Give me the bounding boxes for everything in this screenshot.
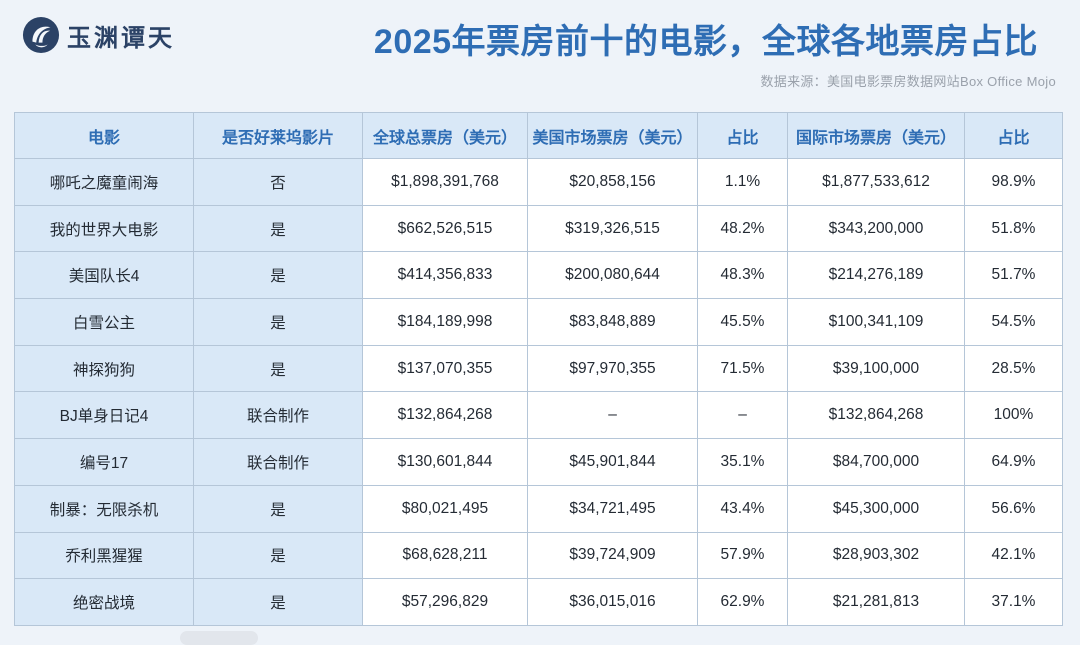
us-share-cell: 62.9% — [697, 578, 788, 626]
movie-name-cell: 乔利黑猩猩 — [14, 531, 194, 580]
global-gross-cell: $130,601,844 — [362, 438, 528, 486]
table-row: 制暴：无限杀机 是 $80,021,495 $34,721,495 43.4% … — [14, 484, 1063, 533]
movie-name-cell: 白雪公主 — [14, 298, 194, 346]
movie-name-cell: 编号17 — [14, 438, 194, 486]
us-gross-cell: $200,080,644 — [527, 251, 698, 300]
us-gross-cell: $34,721,495 — [527, 484, 698, 533]
logo: 玉渊谭天 — [22, 16, 175, 54]
col-header-hollywood: 是否好莱坞影片 — [193, 112, 363, 159]
us-share-cell: – — [697, 391, 788, 440]
intl-gross-cell: $132,864,268 — [787, 391, 965, 440]
us-share-cell: 43.4% — [697, 484, 788, 533]
hollywood-cell: 联合制作 — [193, 391, 363, 440]
intl-share-cell: 98.9% — [964, 158, 1063, 206]
table-row: BJ单身日记4 联合制作 $132,864,268 – – $132,864,2… — [14, 391, 1063, 440]
intl-gross-cell: $100,341,109 — [787, 298, 965, 346]
intl-share-cell: 37.1% — [964, 578, 1063, 626]
table-row: 哪吒之魔童闹海 否 $1,898,391,768 $20,858,156 1.1… — [14, 158, 1063, 206]
global-gross-cell: $137,070,355 — [362, 344, 528, 393]
intl-share-cell: 64.9% — [964, 438, 1063, 486]
global-gross-cell: $57,296,829 — [362, 578, 528, 626]
us-share-cell: 1.1% — [697, 158, 788, 206]
movie-name-cell: 我的世界大电影 — [14, 204, 194, 253]
hollywood-cell: 是 — [193, 531, 363, 580]
intl-gross-cell: $84,700,000 — [787, 438, 965, 486]
us-share-cell: 35.1% — [697, 438, 788, 486]
global-gross-cell: $662,526,515 — [362, 204, 528, 253]
hollywood-cell: 是 — [193, 298, 363, 346]
hollywood-cell: 是 — [193, 344, 363, 393]
movie-name-cell: 哪吒之魔童闹海 — [14, 158, 194, 206]
intl-gross-cell: $21,281,813 — [787, 578, 965, 626]
data-source-note: 数据来源：美国电影票房数据网站Box Office Mojo — [760, 74, 1056, 89]
us-share-cell: 45.5% — [697, 298, 788, 346]
movie-name-cell: 制暴：无限杀机 — [14, 484, 194, 533]
logo-text: 玉渊谭天 — [67, 25, 175, 52]
table-row: 乔利黑猩猩 是 $68,628,211 $39,724,909 57.9% $2… — [14, 531, 1063, 580]
us-share-cell: 48.2% — [697, 204, 788, 253]
table-row: 编号17 联合制作 $130,601,844 $45,901,844 35.1%… — [14, 438, 1063, 486]
hollywood-cell: 是 — [193, 251, 363, 300]
bottom-cropped-pill — [180, 631, 258, 645]
global-gross-cell: $80,021,495 — [362, 484, 528, 533]
table-row: 美国队长4 是 $414,356,833 $200,080,644 48.3% … — [14, 251, 1063, 300]
table-body: 哪吒之魔童闹海 否 $1,898,391,768 $20,858,156 1.1… — [14, 158, 1063, 626]
intl-share-cell: 51.7% — [964, 251, 1063, 300]
us-gross-cell: $39,724,909 — [527, 531, 698, 580]
intl-share-cell: 100% — [964, 391, 1063, 440]
us-gross-cell: $83,848,889 — [527, 298, 698, 346]
intl-share-cell: 54.5% — [964, 298, 1063, 346]
us-gross-cell: $319,326,515 — [527, 204, 698, 253]
us-share-cell: 57.9% — [697, 531, 788, 580]
global-gross-cell: $184,189,998 — [362, 298, 528, 346]
hollywood-cell: 是 — [193, 578, 363, 626]
col-header-us-gross: 美国市场票房（美元） — [527, 112, 698, 159]
intl-gross-cell: $343,200,000 — [787, 204, 965, 253]
intl-gross-cell: $45,300,000 — [787, 484, 965, 533]
global-gross-cell: $414,356,833 — [362, 251, 528, 300]
movie-name-cell: 绝密战境 — [14, 578, 194, 626]
table-row: 神探狗狗 是 $137,070,355 $97,970,355 71.5% $3… — [14, 344, 1063, 393]
global-gross-cell: $68,628,211 — [362, 531, 528, 580]
intl-share-cell: 56.6% — [964, 484, 1063, 533]
intl-gross-cell: $28,903,302 — [787, 531, 965, 580]
hollywood-cell: 是 — [193, 484, 363, 533]
movie-name-cell: 神探狗狗 — [14, 344, 194, 393]
intl-share-cell: 51.8% — [964, 204, 1063, 253]
global-gross-cell: $1,898,391,768 — [362, 158, 528, 206]
movie-name-cell: 美国队长4 — [14, 251, 194, 300]
global-gross-cell: $132,864,268 — [362, 391, 528, 440]
us-gross-cell: $97,970,355 — [527, 344, 698, 393]
us-gross-cell: $45,901,844 — [527, 438, 698, 486]
table-row: 白雪公主 是 $184,189,998 $83,848,889 45.5% $1… — [14, 298, 1063, 346]
movie-name-cell: BJ单身日记4 — [14, 391, 194, 440]
us-share-cell: 71.5% — [697, 344, 788, 393]
hollywood-cell: 联合制作 — [193, 438, 363, 486]
us-gross-cell: $20,858,156 — [527, 158, 698, 206]
hollywood-cell: 否 — [193, 158, 363, 206]
intl-gross-cell: $1,877,533,612 — [787, 158, 965, 206]
intl-gross-cell: $39,100,000 — [787, 344, 965, 393]
col-header-intl-gross: 国际市场票房（美元） — [787, 112, 965, 159]
intl-share-cell: 28.5% — [964, 344, 1063, 393]
us-gross-cell: $36,015,016 — [527, 578, 698, 626]
intl-gross-cell: $214,276,189 — [787, 251, 965, 300]
col-header-intl-share: 占比 — [964, 112, 1063, 159]
boxoffice-table: 电影 是否好莱坞影片 全球总票房（美元） 美国市场票房（美元） 占比 国际市场票… — [14, 112, 1063, 626]
table-row: 绝密战境 是 $57,296,829 $36,015,016 62.9% $21… — [14, 578, 1063, 626]
table-header-row: 电影 是否好莱坞影片 全球总票房（美元） 美国市场票房（美元） 占比 国际市场票… — [14, 112, 1063, 159]
boxoffice-table-wrap: 电影 是否好莱坞影片 全球总票房（美元） 美国市场票房（美元） 占比 国际市场票… — [14, 112, 1063, 626]
col-header-movie: 电影 — [14, 112, 194, 159]
col-header-global-gross: 全球总票房（美元） — [362, 112, 528, 159]
us-share-cell: 48.3% — [697, 251, 788, 300]
us-gross-cell: – — [527, 391, 698, 440]
hollywood-cell: 是 — [193, 204, 363, 253]
table-row: 我的世界大电影 是 $662,526,515 $319,326,515 48.2… — [14, 204, 1063, 253]
intl-share-cell: 42.1% — [964, 531, 1063, 580]
col-header-us-share: 占比 — [697, 112, 788, 159]
page-title: 2025年票房前十的电影，全球各地票房占比 — [373, 23, 1039, 61]
wave-logo-icon — [22, 16, 60, 54]
